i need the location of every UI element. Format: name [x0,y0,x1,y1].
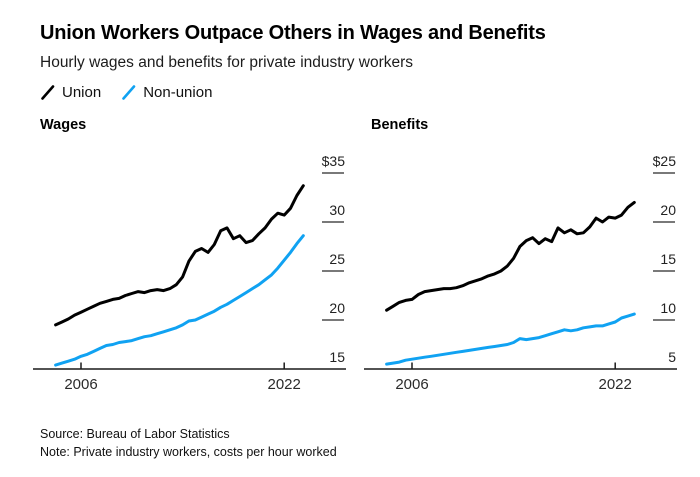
charts-row: Wages $35 30 25 20 15 2006 2022 Benefits $25 20… [33,117,677,395]
wages-line-chart: $35 30 25 20 15 2006 2022 [33,153,346,393]
benefits-panel: Benefits $25 20 15 10 5 2006 2022 [364,117,682,395]
chart-figure: Union Workers Outpace Others in Wages an… [33,22,677,461]
svg-text:$25: $25 [653,153,677,169]
methodology-note: Note: Private industry workers, costs pe… [40,445,337,460]
figure-header: Union Workers Outpace Others in Wages an… [33,22,676,101]
benefits-panel-title: Benefits [371,117,429,133]
svg-text:2006: 2006 [395,376,428,393]
svg-text:5: 5 [668,349,676,365]
svg-text:20: 20 [329,300,345,316]
source-note: Source: Bureau of Labor Statistics [40,427,230,441]
wages-panel: Wages $35 30 25 20 15 2006 2022 [33,117,351,395]
legend-item-nonunion: Non-union [121,84,212,101]
wages-panel-title: Wages [40,117,87,133]
svg-text:10: 10 [660,300,676,316]
svg-text:15: 15 [660,251,676,267]
figure-title: Union Workers Outpace Others in Wages an… [40,22,546,44]
union-line-slash-icon [41,85,55,100]
svg-text:15: 15 [329,349,345,365]
figure-footer: Source: Bureau of Labor Statistics Note:… [33,425,676,461]
legend-item-union: Union [40,84,101,101]
benefits-line-chart: $25 20 15 10 5 2006 2022 [364,153,677,393]
legend: Union Non-union [40,84,676,101]
figure-subtitle: Hourly wages and benefits for private in… [40,54,414,71]
svg-text:30: 30 [329,202,345,218]
nonunion-line-slash-icon [122,85,136,100]
svg-text:25: 25 [329,251,345,267]
svg-text:2006: 2006 [64,376,97,393]
legend-label-nonunion: Non-union [143,84,213,101]
legend-label-union: Union [62,84,102,101]
svg-text:2022: 2022 [599,376,632,393]
svg-text:$35: $35 [322,153,346,169]
svg-text:2022: 2022 [268,376,301,393]
svg-text:20: 20 [660,202,676,218]
